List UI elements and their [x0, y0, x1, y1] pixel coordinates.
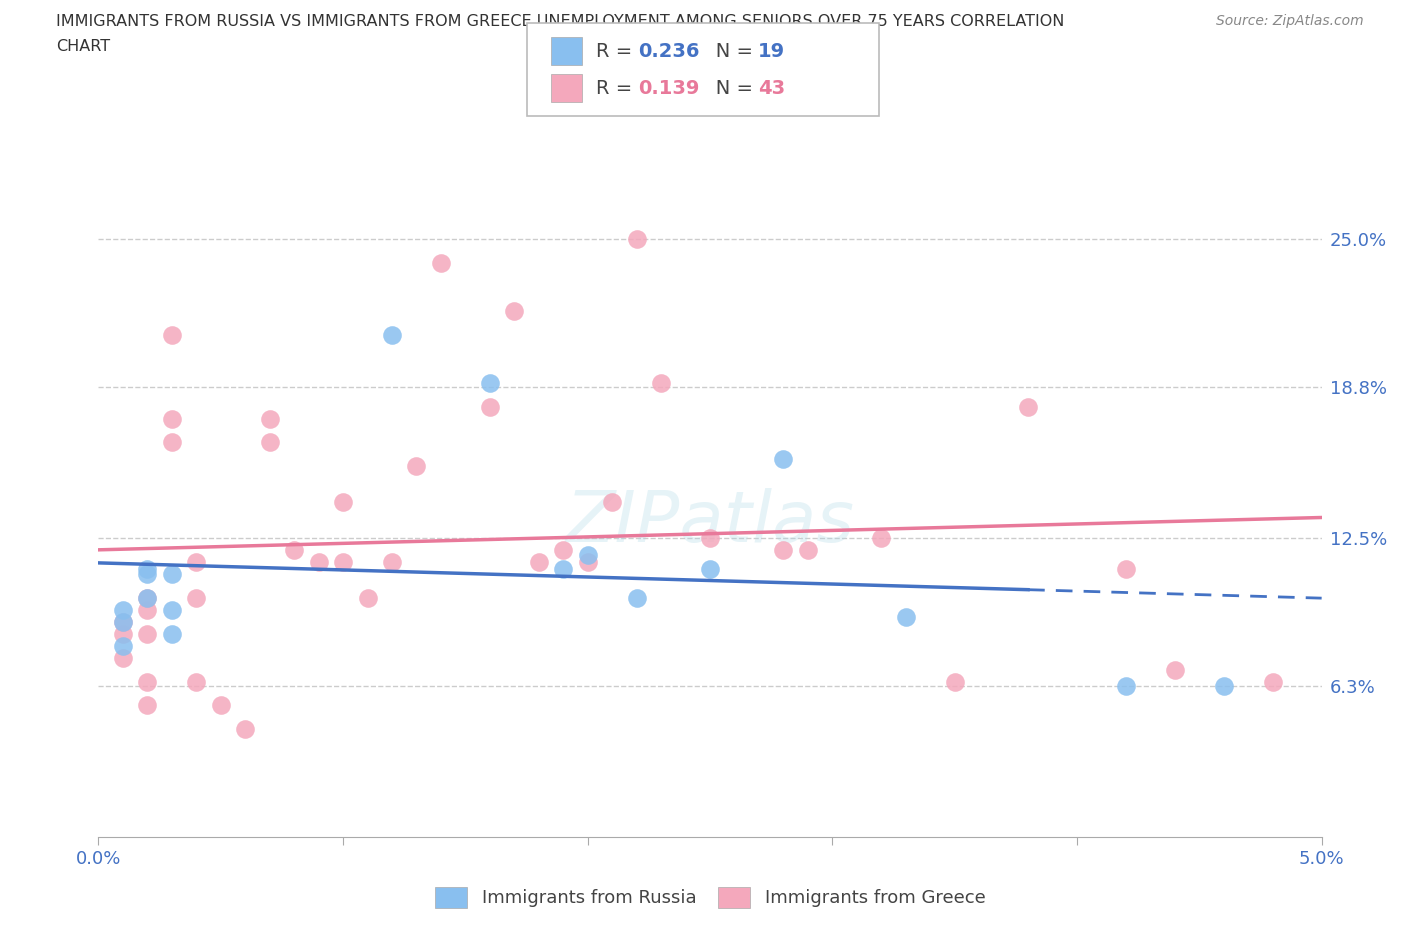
- Point: [1115, 562, 1137, 577]
- Point: [283, 542, 305, 557]
- Point: [160, 327, 183, 342]
- Legend: Immigrants from Russia, Immigrants from Greece: Immigrants from Russia, Immigrants from …: [427, 880, 993, 915]
- Point: [699, 562, 721, 577]
- Point: [943, 674, 966, 689]
- Point: [503, 303, 526, 318]
- Text: 0.139: 0.139: [638, 79, 700, 98]
- Text: N =: N =: [697, 79, 759, 98]
- Point: [233, 722, 256, 737]
- Point: [626, 232, 648, 246]
- Point: [136, 562, 159, 577]
- Point: [136, 603, 159, 618]
- Point: [405, 458, 427, 473]
- Text: IMMIGRANTS FROM RUSSIA VS IMMIGRANTS FROM GREECE UNEMPLOYMENT AMONG SENIORS OVER: IMMIGRANTS FROM RUSSIA VS IMMIGRANTS FRO…: [56, 14, 1064, 29]
- Point: [136, 674, 159, 689]
- Text: CHART: CHART: [56, 39, 110, 54]
- Point: [111, 638, 134, 653]
- Text: R =: R =: [596, 42, 638, 60]
- Point: [160, 603, 183, 618]
- Text: 43: 43: [758, 79, 785, 98]
- Point: [136, 591, 159, 605]
- Text: N =: N =: [697, 42, 759, 60]
- Point: [699, 531, 721, 546]
- Point: [186, 554, 208, 569]
- Point: [160, 626, 183, 641]
- Point: [797, 542, 820, 557]
- Point: [136, 566, 159, 581]
- Point: [186, 591, 208, 605]
- Point: [209, 698, 232, 713]
- Point: [478, 375, 501, 390]
- Point: [259, 411, 281, 426]
- Text: Source: ZipAtlas.com: Source: ZipAtlas.com: [1216, 14, 1364, 28]
- Point: [772, 452, 794, 467]
- Point: [136, 626, 159, 641]
- Point: [1212, 679, 1234, 694]
- Point: [381, 554, 404, 569]
- Point: [576, 554, 599, 569]
- Point: [1115, 679, 1137, 694]
- Point: [332, 495, 354, 510]
- Point: [111, 626, 134, 641]
- Point: [136, 698, 159, 713]
- Point: [772, 542, 794, 557]
- Text: 0.236: 0.236: [638, 42, 700, 60]
- Point: [259, 435, 281, 450]
- Point: [600, 495, 623, 510]
- Point: [894, 609, 917, 624]
- Point: [527, 554, 550, 569]
- Point: [381, 327, 404, 342]
- Point: [870, 531, 893, 546]
- Point: [1017, 399, 1039, 414]
- Point: [160, 411, 183, 426]
- Point: [650, 375, 672, 390]
- Point: [160, 435, 183, 450]
- Point: [430, 256, 453, 271]
- Point: [1164, 662, 1187, 677]
- Text: R =: R =: [596, 79, 638, 98]
- Point: [626, 591, 648, 605]
- Point: [553, 542, 575, 557]
- Point: [576, 548, 599, 563]
- Point: [160, 566, 183, 581]
- Point: [111, 603, 134, 618]
- Point: [308, 554, 330, 569]
- Point: [1261, 674, 1284, 689]
- Point: [111, 615, 134, 630]
- Point: [186, 674, 208, 689]
- Point: [356, 591, 378, 605]
- Text: ZIPatlas: ZIPatlas: [565, 488, 855, 557]
- Point: [136, 591, 159, 605]
- Point: [553, 562, 575, 577]
- Point: [111, 615, 134, 630]
- Text: 19: 19: [758, 42, 785, 60]
- Point: [478, 399, 501, 414]
- Point: [111, 650, 134, 665]
- Point: [332, 554, 354, 569]
